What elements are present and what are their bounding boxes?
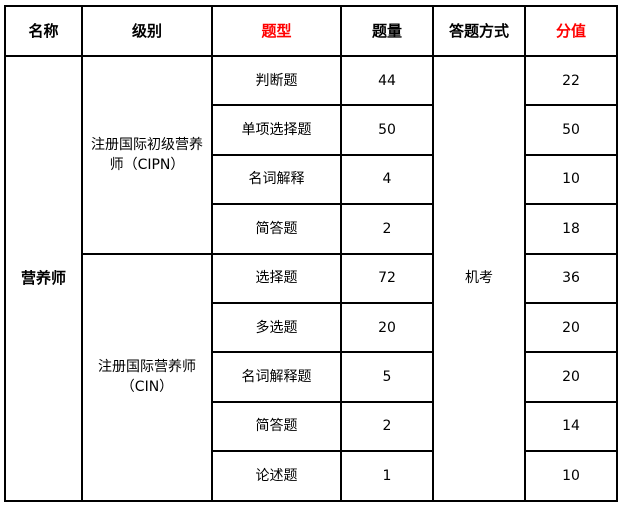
- question-type: 名词解释题: [211, 351, 342, 403]
- table-row: 简答题 2 18: [5, 203, 618, 255]
- exam-table: 名称 级别 题型 题量 答题方式 分值 营养师 注册国际初级营养师（CIPN） 判断…: [4, 5, 618, 502]
- question-count: 4: [340, 153, 434, 206]
- table-row: 论述题 1 10: [5, 450, 618, 502]
- question-count: 5: [340, 351, 434, 403]
- level-cell: 注册国际营养师（CIN）: [81, 252, 213, 502]
- question-type: 名词解释: [211, 153, 342, 206]
- question-type: 单项选择题: [211, 104, 342, 156]
- question-count: 2: [340, 203, 434, 255]
- score: 22: [524, 54, 618, 107]
- question-count: 1: [340, 450, 434, 502]
- header-method: 答题方式: [432, 5, 526, 57]
- question-count: 2: [340, 400, 434, 453]
- score: 50: [524, 104, 618, 156]
- table-row: 注册国际营养师（CIN） 选择题 72 36: [5, 252, 618, 502]
- question-type: 判断题: [211, 54, 342, 107]
- table-row: 营养师 注册国际初级营养师（CIPN） 判断题 44 机考 22: [4, 54, 618, 502]
- score: 20: [524, 301, 618, 354]
- question-type: 论述题: [211, 450, 342, 502]
- table-row: 名词解释题 5 20: [5, 351, 618, 403]
- header-row: 名称 级别 题型 题量 答题方式 分值: [4, 5, 618, 57]
- score: 20: [524, 351, 618, 403]
- table-row: 多选题 20 20: [5, 301, 618, 354]
- header-score: 分值: [524, 5, 618, 57]
- score: 14: [524, 400, 618, 453]
- table-row: 简答题 2 14: [5, 400, 618, 453]
- question-count: 50: [340, 104, 434, 156]
- score: 10: [524, 450, 618, 502]
- header-count: 题量: [340, 5, 434, 57]
- header-level: 级别: [81, 5, 213, 57]
- score: 10: [524, 153, 618, 206]
- question-type: 简答题: [211, 203, 342, 255]
- score: 18: [524, 203, 618, 255]
- question-type: 选择题: [211, 252, 342, 304]
- question-type: 简答题: [211, 400, 342, 453]
- table-row: 单项选择题 50 50: [5, 104, 618, 156]
- header-type: 题型: [211, 5, 342, 57]
- question-count: 44: [340, 54, 434, 107]
- question-count: 20: [340, 301, 434, 354]
- question-type: 多选题: [211, 301, 342, 354]
- question-count: 72: [340, 252, 434, 304]
- exam-name: 营养师: [4, 55, 83, 502]
- level-cell: 注册国际初级营养师（CIPN）: [81, 55, 213, 255]
- score: 36: [524, 252, 618, 304]
- header-name: 名称: [4, 5, 83, 57]
- answer-method: 机考: [432, 55, 526, 502]
- table-row: 名词解释 4 10: [5, 153, 618, 206]
